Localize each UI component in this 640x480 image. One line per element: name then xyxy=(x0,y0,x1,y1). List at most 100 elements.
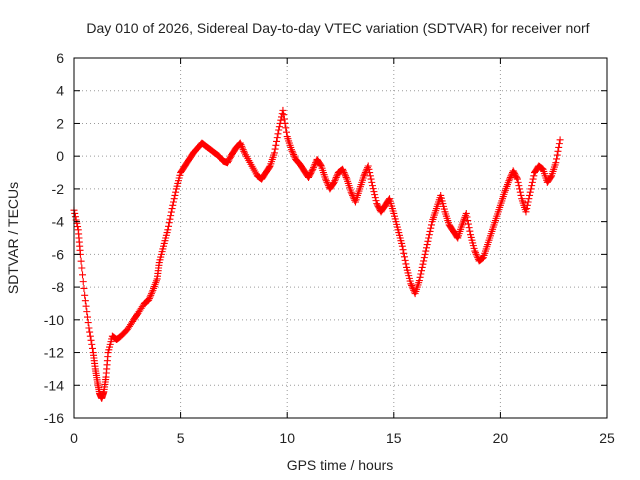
data-point xyxy=(427,224,435,232)
data-point xyxy=(171,191,179,199)
data-point xyxy=(416,273,424,281)
data-point xyxy=(84,313,92,321)
data-point xyxy=(236,139,244,147)
data-point xyxy=(145,295,153,303)
data-point xyxy=(85,324,93,332)
y-tick-label: -8 xyxy=(52,279,65,295)
data-point xyxy=(529,175,537,183)
data-point xyxy=(165,219,173,227)
data-point xyxy=(471,247,479,255)
data-point xyxy=(408,281,416,289)
y-tick-label: -6 xyxy=(52,246,65,262)
data-point xyxy=(310,162,318,170)
axis-ticks xyxy=(73,57,608,419)
data-point xyxy=(332,173,340,181)
plot-frame xyxy=(73,57,608,419)
data-point xyxy=(420,257,428,265)
data-point xyxy=(515,182,523,190)
data-point xyxy=(425,231,433,239)
y-axis-label: SDTVAR / TECUs xyxy=(5,182,21,294)
data-point xyxy=(82,302,90,310)
data-point xyxy=(282,124,290,132)
data-point xyxy=(368,182,376,190)
data-point xyxy=(322,175,330,183)
data-point xyxy=(418,263,426,271)
data-point xyxy=(472,250,480,258)
data-point xyxy=(172,188,180,196)
data-point xyxy=(402,260,410,268)
data-point xyxy=(145,296,153,304)
data-point xyxy=(523,201,531,209)
data-point xyxy=(417,270,425,278)
data-point xyxy=(527,185,535,193)
x-axis-label: GPS time / hours xyxy=(287,457,394,473)
data-point xyxy=(526,191,534,199)
x-tick-label: 25 xyxy=(599,430,615,446)
data-point xyxy=(279,106,287,114)
y-tick-label: -10 xyxy=(44,312,64,328)
data-point xyxy=(360,172,368,180)
data-point xyxy=(466,227,474,235)
data-point xyxy=(80,284,88,292)
data-point xyxy=(418,267,426,275)
data-point xyxy=(88,340,96,348)
data-point xyxy=(81,291,89,299)
data-point xyxy=(288,147,296,155)
tick-labels: 0 5 10 15 20 25 -16 -14 -12 -10 -8 -6 -4 -2 0 2 4 6 xyxy=(44,50,615,446)
data-point xyxy=(369,185,377,193)
data-point xyxy=(71,213,79,221)
data-point xyxy=(553,155,561,163)
data-point xyxy=(525,195,533,203)
data-point xyxy=(523,205,531,213)
data-point xyxy=(339,167,347,175)
data-point xyxy=(555,140,563,148)
data-point xyxy=(339,165,347,173)
data-point xyxy=(420,254,428,262)
chart-title: Day 010 of 2026, Sidereal Day-to-day VTE… xyxy=(86,20,589,36)
data-point xyxy=(83,308,91,316)
y-tick-label: -14 xyxy=(44,377,64,393)
data-point xyxy=(427,221,435,229)
data-point xyxy=(473,252,481,260)
data-point xyxy=(372,197,380,205)
data-point xyxy=(528,182,536,190)
data-point xyxy=(240,147,248,155)
data-point xyxy=(169,198,177,206)
data-point xyxy=(167,212,175,220)
data-point xyxy=(309,165,317,173)
data-point xyxy=(164,226,172,234)
data-point xyxy=(462,209,470,217)
data-point xyxy=(522,208,530,216)
data-point xyxy=(347,188,355,196)
data-point xyxy=(275,123,283,131)
data-point xyxy=(74,223,82,231)
data-point xyxy=(385,196,393,204)
data-point xyxy=(528,178,536,186)
data-point xyxy=(400,249,408,257)
data-point xyxy=(422,244,430,252)
data-point xyxy=(514,178,522,186)
data-point xyxy=(238,144,246,152)
x-tick-label: 20 xyxy=(493,430,509,446)
data-point xyxy=(463,213,471,221)
data-point xyxy=(79,271,87,279)
data-point xyxy=(556,136,564,144)
data-point xyxy=(290,152,298,160)
data-point xyxy=(368,178,376,186)
y-tick-label: -4 xyxy=(52,214,65,230)
data-point xyxy=(168,205,176,213)
data-point xyxy=(265,163,273,171)
data-point xyxy=(513,174,521,182)
data-point xyxy=(167,208,175,216)
data-point xyxy=(331,177,339,185)
data-point xyxy=(371,194,379,202)
data-point xyxy=(464,220,472,228)
data-point xyxy=(341,172,349,180)
data-point xyxy=(421,250,429,258)
data-point xyxy=(367,175,375,183)
data-point xyxy=(275,126,283,134)
data-point xyxy=(524,198,532,206)
x-tick-label: 15 xyxy=(386,430,402,446)
data-point xyxy=(547,173,555,181)
data-point xyxy=(73,219,81,227)
